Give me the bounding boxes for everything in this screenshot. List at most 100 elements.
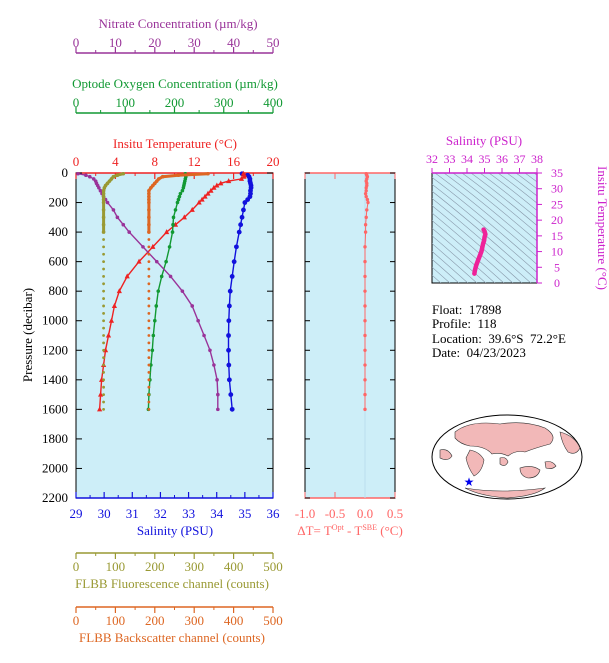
profile-date: Date: 04/23/2023 [432, 345, 526, 361]
delta-t-point [363, 348, 367, 352]
delta-t-title-main: ΔT= T [297, 523, 332, 538]
delta-t-tick-label: 0.0 [357, 506, 373, 521]
delta-t-point [363, 245, 367, 249]
data-point [115, 215, 120, 220]
data-point [216, 392, 220, 397]
nitrate-axis-tick-label: 10 [109, 35, 122, 50]
data-point [147, 341, 151, 345]
delta-t-point [365, 208, 369, 212]
data-point [102, 393, 105, 396]
delta-t-tick-label: -0.5 [325, 506, 346, 521]
data-point [150, 243, 156, 249]
fluorescence-axis-tick-label: 300 [184, 559, 204, 574]
data-point [160, 174, 165, 179]
data-point [147, 200, 151, 205]
data-point [196, 199, 202, 205]
data-point [102, 267, 105, 271]
temperature-axis-tick-label: 20 [267, 154, 280, 169]
density-contour [432, 205, 523, 283]
data-point [98, 391, 104, 397]
data-point [176, 197, 181, 202]
density-contour [432, 243, 478, 283]
data-point [208, 187, 214, 193]
delta-t-panel [304, 172, 396, 499]
data-point [206, 171, 210, 176]
data-point [116, 288, 122, 294]
data-point [147, 400, 151, 404]
nitrate-axis-tick-label: 0 [73, 35, 80, 50]
ts-point [481, 227, 486, 232]
density-contour [506, 173, 537, 197]
data-point [234, 244, 239, 250]
data-point [153, 318, 157, 323]
salinity-axis-title: Salinity (PSU) [137, 523, 213, 538]
data-point [164, 259, 168, 264]
data-point [136, 258, 142, 264]
data-point [147, 334, 151, 337]
data-point [147, 378, 151, 382]
pressure-tick-label: 0 [62, 165, 69, 180]
delta-t-point [363, 223, 368, 227]
float-position-marker: ★ [464, 475, 475, 489]
ts-salinity-axis: 32 33 34 35 36 37 38 [426, 152, 543, 174]
data-point [156, 289, 161, 293]
data-point [121, 222, 126, 227]
delta-t-point [363, 230, 368, 234]
data-point [173, 208, 178, 212]
salinity-axis-tick-label: 36 [267, 506, 281, 521]
data-point [181, 185, 186, 190]
data-point [101, 208, 106, 212]
density-contour [443, 173, 537, 250]
oxygen-axis-tick-label: 0 [73, 95, 80, 110]
density-contour [432, 212, 514, 283]
data-point [180, 289, 185, 293]
data-point [147, 319, 151, 323]
pressure-tick-label: 1200 [42, 342, 68, 357]
data-point [177, 194, 182, 199]
data-point [228, 392, 234, 397]
data-point [102, 289, 105, 293]
data-point [147, 407, 151, 411]
delta-t-series [363, 172, 370, 412]
data-point [147, 282, 151, 286]
data-point [108, 317, 115, 323]
data-point [147, 197, 151, 202]
series-4 [101, 171, 126, 411]
fluorescence-axis-tick-label: 500 [263, 559, 283, 574]
data-point [208, 348, 212, 353]
data-point [149, 185, 153, 190]
density-contour [452, 173, 537, 242]
data-point [101, 222, 106, 227]
delta-t-point [364, 186, 368, 190]
data-point [101, 191, 106, 196]
delta-t-title-sup1: Opt [332, 523, 345, 532]
delta-t-point [364, 194, 368, 199]
data-point [150, 348, 155, 353]
data-point [154, 259, 159, 264]
salinity-axis-tick-label: 29 [70, 506, 83, 521]
data-point [111, 208, 116, 212]
pressure-axis-title: Pressure (decibar) [20, 288, 35, 382]
data-point [147, 267, 151, 271]
delta-t-point [363, 378, 367, 382]
oxygen-axis: 0 100 200 300 400 [73, 95, 283, 114]
ts-temperature-tick-label: 25 [551, 197, 563, 211]
data-point [171, 222, 175, 227]
data-point [127, 230, 131, 234]
data-point [236, 229, 242, 235]
salinity-axis-tick-label: 30 [98, 506, 111, 521]
density-contour [432, 220, 505, 283]
backscatter-axis-title: FLBB Backscatter channel (counts) [79, 630, 265, 645]
data-point [147, 363, 151, 367]
data-point [147, 194, 151, 199]
pressure-tick-label: 1000 [42, 313, 68, 328]
ts-point [482, 235, 487, 240]
data-point [147, 289, 151, 293]
data-point [216, 407, 220, 412]
ts-temperature-tick-label: 30 [551, 182, 563, 196]
delta-t-tick-label: -1.0 [295, 506, 316, 521]
data-point [164, 229, 170, 235]
delta-t-point [363, 392, 367, 397]
data-point [226, 178, 232, 184]
